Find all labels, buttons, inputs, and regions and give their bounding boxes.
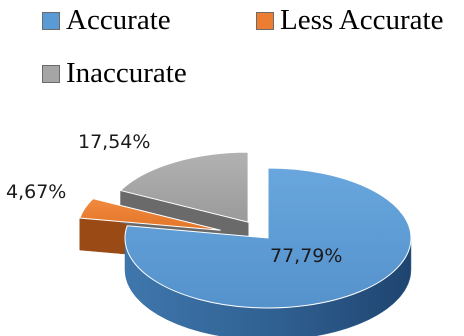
data-label-accurate: 77,79% (270, 245, 342, 267)
legend-item-less-accurate: Less Accurate (256, 4, 443, 37)
legend-item-accurate: Accurate (42, 4, 171, 37)
data-label-less-accurate: 4,67% (6, 181, 66, 203)
legend-swatch-accurate (42, 11, 60, 30)
legend: Accurate Less Accurate Inaccurate (0, 0, 464, 110)
legend-item-inaccurate: Inaccurate (42, 57, 187, 90)
legend-swatch-inaccurate (42, 64, 60, 83)
pie-slice-accurate (124, 167, 412, 309)
legend-label-less-accurate: Less Accurate (280, 4, 444, 36)
legend-label-accurate: Accurate (66, 4, 171, 36)
legend-label-inaccurate: Inaccurate (66, 57, 187, 89)
data-label-inaccurate: 17,54% (78, 131, 150, 153)
pie-slice-less-accurate (79, 198, 221, 231)
pie-slice-inaccurate (119, 151, 249, 223)
legend-swatch-less-accurate (256, 11, 274, 30)
